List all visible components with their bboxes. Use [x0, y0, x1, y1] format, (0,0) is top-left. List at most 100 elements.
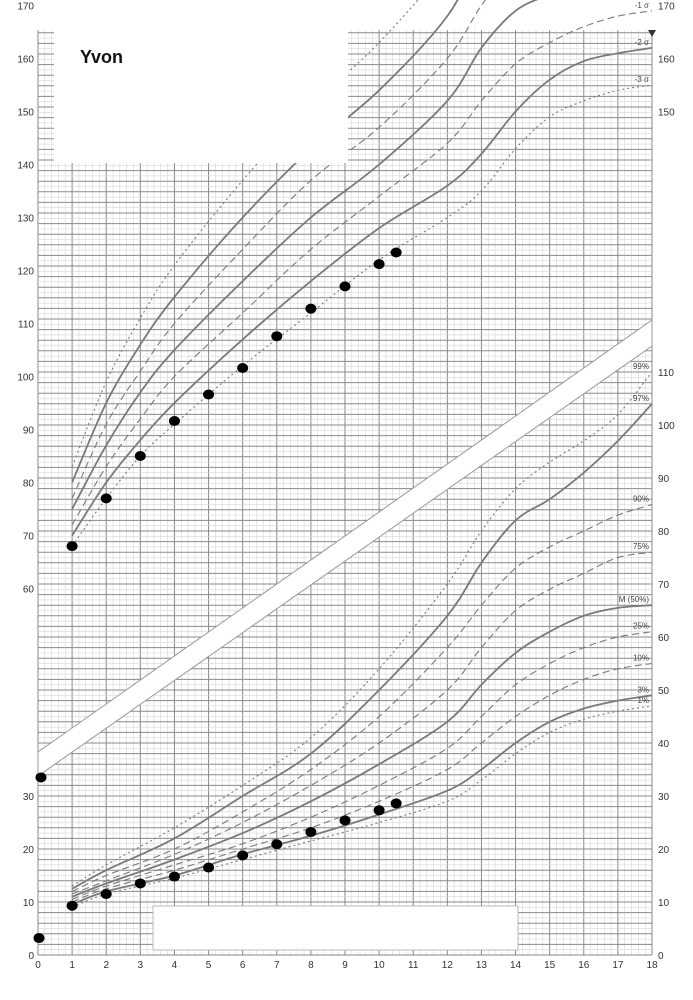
tick-label-height-left: 160 [17, 55, 34, 66]
weight-curve [71, 403, 653, 890]
tick-label-age: 15 [544, 960, 556, 971]
tick-label-weight-right: 40 [658, 739, 670, 750]
tick-label-height-left: 130 [17, 214, 34, 225]
tick-label-weight-right: 20 [658, 845, 670, 856]
tick-label-height-left: 80 [23, 479, 35, 490]
curve-label: -2 σ [635, 38, 649, 47]
weight-point [373, 805, 385, 816]
tick-label-height-right: 160 [658, 55, 675, 66]
weight-point [390, 798, 402, 809]
curve-label: 25% [633, 622, 649, 631]
curve-label: 90% [633, 495, 649, 504]
curve-label: 75% [633, 542, 649, 551]
weight-point [66, 900, 78, 911]
tick-label-weight-right: 100 [658, 421, 675, 432]
patient-measurements [33, 247, 402, 944]
tick-label-age: 5 [206, 960, 212, 971]
tick-label-height-left: 110 [18, 320, 34, 331]
curve-label: 97% [633, 394, 649, 403]
birth-weight-point [33, 933, 45, 944]
tick-label-weight-right: 110 [658, 368, 674, 379]
weight-point [339, 815, 351, 826]
tick-label-height-left: 140 [17, 161, 34, 172]
footer-box [152, 905, 519, 951]
height-point [203, 389, 215, 400]
weight-point [168, 871, 180, 882]
height-curve [71, 10, 653, 526]
weight-curve [71, 503, 653, 892]
tick-label-age: 2 [103, 960, 109, 971]
tick-label-weight-left: 10 [23, 898, 35, 909]
tick-label-weight-right: 50 [658, 686, 670, 697]
curve-label: M (50%) [619, 595, 650, 604]
tick-label-age: 3 [138, 960, 144, 971]
birth-length-point [35, 772, 47, 783]
height-curve [71, 47, 653, 536]
curve-labels: +2 σ+1 σM-1 σ-2 σ-3 σ99%97%90%75%M (50%)… [619, 1, 650, 705]
tick-label-age: 13 [476, 960, 488, 971]
tick-label-age: 11 [408, 960, 419, 971]
weight-point [134, 878, 146, 889]
tick-label-weight-right: 30 [658, 792, 670, 803]
curve-label: 1% [637, 696, 649, 705]
weight-curve [71, 662, 653, 903]
tick-label-height-left: 70 [23, 532, 35, 543]
curve-label: -3 σ [635, 75, 649, 84]
tick-label-weight-right: 90 [658, 474, 670, 485]
height-point [237, 363, 249, 374]
tick-label-weight-right: 70 [658, 580, 670, 591]
height-curve [71, 0, 459, 483]
tick-label-age: 10 [374, 960, 386, 971]
tick-label-weight-right: 10 [658, 898, 670, 909]
tick-label-height-left: 60 [23, 585, 35, 596]
height-point [100, 493, 112, 504]
tick-label-age: 7 [274, 960, 280, 971]
tick-label-age: 8 [308, 960, 314, 971]
white-boxes [54, 30, 519, 951]
height-point [373, 259, 385, 270]
tick-label-weight-left: 20 [23, 845, 35, 856]
tick-label-height-left: 100 [17, 373, 34, 384]
height-point [271, 331, 283, 342]
tick-label-age: 6 [240, 960, 246, 971]
height-point [339, 281, 351, 292]
weight-point [100, 889, 112, 900]
corner-marker-icon [648, 30, 656, 37]
height-point [134, 451, 146, 461]
tick-label-weight-left: 30 [23, 792, 35, 803]
tick-label-height-left: 90 [23, 426, 35, 437]
tick-label-weight-right: 60 [658, 633, 670, 644]
separator-band [37, 319, 653, 777]
tick-label-age: 16 [578, 960, 590, 971]
tick-label-age: 1 [69, 960, 75, 971]
tick-label-age: 9 [342, 960, 348, 971]
curve-label: 3% [637, 685, 649, 694]
tick-label-weight-right: 0 [658, 951, 664, 962]
curve-label: 99% [633, 362, 649, 371]
tick-label-height-left: 170 [17, 2, 34, 13]
height-point [305, 303, 317, 314]
weight-curve [71, 631, 653, 900]
height-point [66, 541, 78, 552]
diagonal-band [37, 319, 653, 777]
weight-point [271, 839, 283, 850]
tick-label-weight-right: 80 [658, 527, 670, 538]
weight-curve [71, 371, 653, 887]
weight-point [305, 827, 317, 838]
curve-label: -1 σ [635, 1, 649, 10]
tick-label-age: 18 [646, 960, 658, 971]
tick-label-age: 14 [510, 960, 522, 971]
curve-label: 10% [633, 654, 649, 663]
tick-label-height-right: 150 [658, 108, 675, 119]
tick-label-age: 17 [612, 960, 624, 971]
tick-label-height-right: 170 [658, 2, 675, 13]
height-point [168, 416, 180, 427]
tick-label-age: 4 [172, 960, 178, 971]
tick-label-weight-left: 0 [28, 951, 34, 962]
tick-label-age: 12 [442, 960, 454, 971]
height-point [390, 247, 402, 258]
tick-label-height-left: 120 [17, 267, 34, 278]
patient-name: Yvon [80, 47, 123, 67]
